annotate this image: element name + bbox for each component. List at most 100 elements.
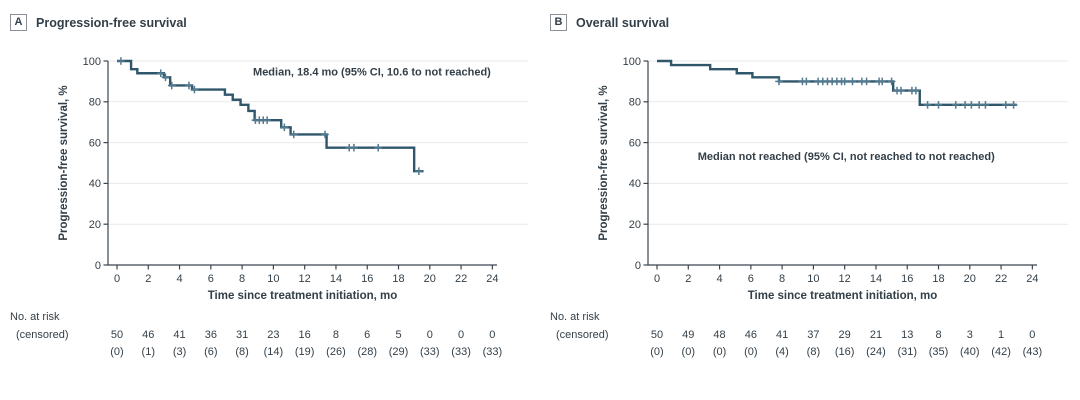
x-axis-title: Time since treatment initiation, mo [208,290,398,302]
censored-count: (35) [929,346,949,358]
x-tick-label: 24 [486,273,498,285]
y-tick-label: 80 [629,97,641,109]
x-tick-label: 18 [932,273,944,285]
censored-count: (8) [235,346,248,358]
y-gridlines [108,60,528,225]
y-tick-label: 80 [89,97,101,109]
censored-count: (43) [1023,346,1043,358]
censored-count: (3) [173,346,186,358]
at-risk-table: No. at risk (censored) 50 (0) 49 (0) 48 (0) 46 (0… [550,311,1042,358]
censored-row-label: (censored) [556,329,609,341]
panel-b-header: B Overall survival [550,14,669,31]
y-tick-label: 40 [629,178,641,190]
at-risk-row-label: No. at risk [10,311,60,323]
x-tick-label: 14 [870,273,882,285]
at-risk-count: 31 [236,329,248,341]
at-risk-count: 46 [142,329,154,341]
x-tick-label: 22 [995,273,1007,285]
censored-count: (0) [110,346,123,358]
y-tick-label: 100 [623,56,641,68]
at-risk-count: 3 [967,329,973,341]
censored-count: (33) [483,346,503,358]
at-risk-count: 0 [1029,329,1035,341]
panel-overall-survival: B Overall survival 0 20 40 60 80 100 0 2 4 6 8 10 12… [540,0,1080,400]
censored-count: (4) [775,346,788,358]
x-tick-label: 0 [654,273,660,285]
censored-count: (40) [960,346,980,358]
censored-count: (28) [357,346,377,358]
y-gridlines [648,60,1068,225]
x-axis: 0 2 4 6 8 10 12 14 16 18 20 22 24 [108,264,498,285]
x-axis: 0 2 4 6 8 10 12 14 16 18 20 22 24 [648,264,1038,285]
y-tick-label: 20 [629,219,641,231]
censored-count: (42) [991,346,1011,358]
y-axis: 0 20 40 60 80 100 [83,56,109,272]
at-risk-count: 8 [333,329,339,341]
y-tick-label: 0 [635,260,641,272]
at-risk-count: 50 [111,329,123,341]
censored-count: (29) [389,346,409,358]
at-risk-count: 0 [489,329,495,341]
censored-count: (0) [744,346,757,358]
x-tick-label: 2 [145,273,151,285]
y-axis: 0 20 40 60 80 100 [623,56,649,272]
at-risk-count: 1 [998,329,1004,341]
censored-count: (26) [326,346,346,358]
censor-marks [775,77,1018,109]
x-tick-label: 22 [455,273,467,285]
at-risk-count: 36 [205,329,217,341]
at-risk-count: 0 [427,329,433,341]
at-risk-count: 16 [299,329,311,341]
y-axis-title: Progression-free survival, % [58,85,70,240]
at-risk-count: 41 [173,329,185,341]
x-tick-label: 14 [330,273,342,285]
x-tick-label: 24 [1026,273,1038,285]
at-risk-count: 49 [682,329,694,341]
at-risk-table: No. at risk(censored) 50(0)46(1)41(3)36(6… [10,311,502,358]
at-risk-count: 0 [458,329,464,341]
x-tick-label: 10 [267,273,279,285]
panel-b-label-box: B [550,14,567,31]
y-tick-label: 20 [89,219,101,231]
y-tick-label: 60 [629,137,641,149]
at-risk-count: 50 [651,329,663,341]
x-tick-label: 16 [361,273,373,285]
at-risk-count: 21 [870,329,882,341]
censored-count: (33) [451,346,471,358]
panel-a-title: Progression-free survival [36,15,187,30]
censored-count: (14) [264,346,284,358]
at-risk-count: 29 [839,329,851,341]
censored-count: (19) [295,346,315,358]
x-tick-label: 2 [685,273,691,285]
at-risk-count: 8 [935,329,941,341]
x-tick-label: 6 [208,273,214,285]
x-tick-label: 4 [716,273,722,285]
y-tick-label: 100 [83,56,101,68]
at-risk-count: 37 [807,329,819,341]
censor-marks [117,57,423,175]
x-tick-label: 8 [239,273,245,285]
median-annotation: Median, 18.4 mo (95% CI, 10.6 to not rea… [253,66,491,78]
y-axis-title: Progression-free survival, % [598,85,610,240]
censored-count: (1) [142,346,155,358]
censored-count: (24) [866,346,886,358]
y-tick-label: 40 [89,178,101,190]
at-risk-count: 46 [745,329,757,341]
x-tick-label: 6 [748,273,754,285]
at-risk-count: 41 [776,329,788,341]
x-tick-label: 4 [176,273,182,285]
x-tick-label: 0 [114,273,120,285]
x-tick-label: 20 [964,273,976,285]
x-tick-label: 10 [807,273,819,285]
x-tick-label: 12 [839,273,851,285]
censored-count: (16) [835,346,855,358]
at-risk-count: 5 [395,329,401,341]
censored-count: (0) [650,346,663,358]
panel-b-title: Overall survival [576,15,670,30]
at-risk-count: 23 [267,329,279,341]
at-risk-row-label: No. at risk [550,311,600,323]
censored-count: (0) [682,346,695,358]
